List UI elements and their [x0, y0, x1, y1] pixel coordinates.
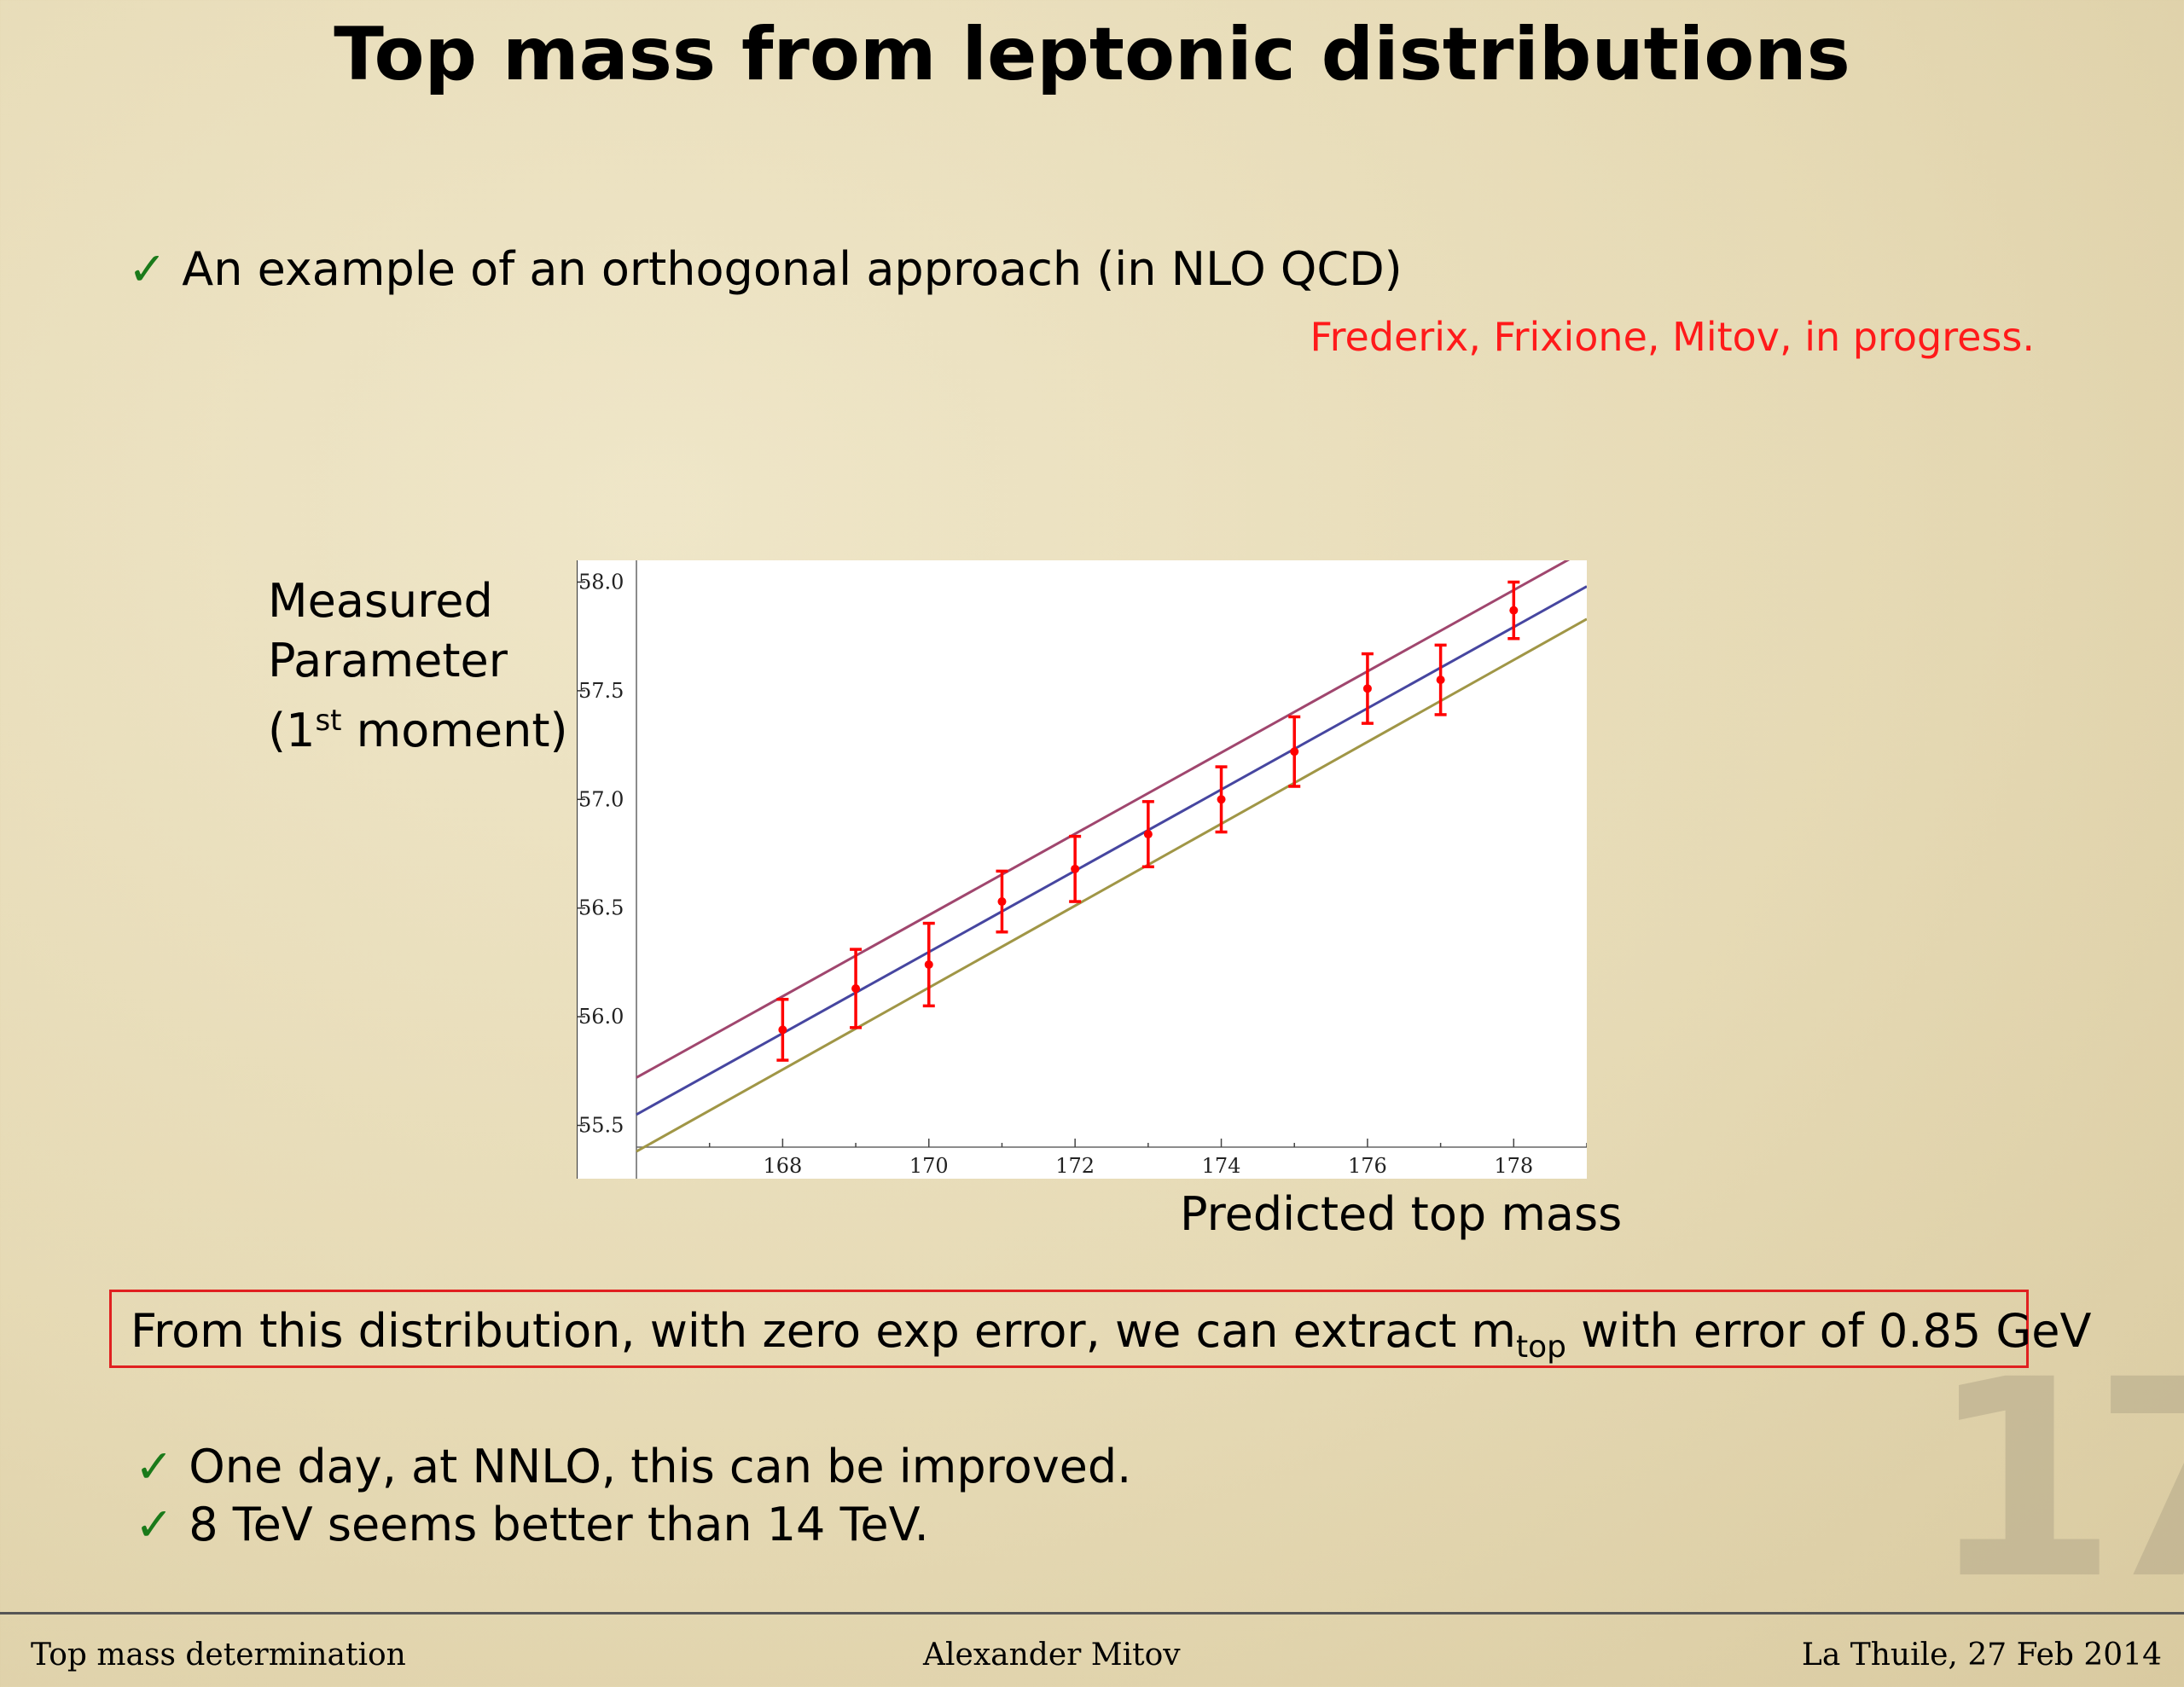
footer-center: Alexander Mitov: [923, 1638, 1181, 1673]
y-tick-label: 56.0: [578, 1005, 624, 1029]
footer-divider: [0, 1612, 2184, 1615]
callout-part: From this distribution, with zero exp er…: [131, 1304, 1517, 1358]
x-tick-label: 170: [909, 1154, 949, 1178]
fit-line: [636, 548, 1588, 1079]
y-label-part: moment): [341, 704, 568, 757]
bullet-orthogonal-approach: ✓ An example of an orthogonal approach (i…: [128, 242, 1403, 296]
data-point: [1071, 864, 1080, 873]
chart-svg: 55.5 56.0 56.5 57.0 57.5 58.0 168 170 172 174 176 1…: [576, 548, 1588, 1179]
callout-part: with error of 0.85 GeV: [1566, 1304, 2092, 1358]
bullet-text: One day, at NNLO, this can be improved.: [189, 1440, 1132, 1493]
slide-title: Top mass from leptonic distributions: [334, 12, 1850, 97]
data-point: [1290, 747, 1299, 757]
data-point: [851, 983, 861, 993]
y-label-part: (1: [268, 704, 316, 757]
y-label-line: (1st moment): [268, 691, 568, 761]
data-point: [1143, 830, 1153, 839]
data-point: [1509, 606, 1519, 615]
y-label-line: Parameter: [268, 634, 508, 687]
bullet-text: 8 TeV seems better than 14 TeV.: [189, 1498, 929, 1551]
bullet-nnlo: ✓ One day, at NNLO, this can be improved.: [135, 1440, 1131, 1493]
x-axis-label: Predicted top mass: [1180, 1187, 1623, 1241]
reference-citation: Frederix, Frixione, Mitov, in progress.: [1310, 314, 2036, 360]
y-tick-label: 55.5: [578, 1114, 624, 1138]
chart-panel: 55.5 56.0 56.5 57.0 57.5 58.0 168 170 172 174 176 1…: [576, 548, 1588, 1179]
bullet-8tev: ✓ 8 TeV seems better than 14 TeV.: [135, 1498, 929, 1551]
data-point: [997, 897, 1007, 907]
y-label-superscript: st: [315, 704, 342, 738]
x-tick-label: 174: [1202, 1154, 1241, 1178]
x-tick-label: 176: [1348, 1154, 1387, 1178]
result-callout-text: From this distribution, with zero exp er…: [131, 1304, 2091, 1365]
data-point: [1436, 675, 1445, 685]
bullet-text: An example of an orthogonal approach (in…: [182, 242, 1403, 296]
data-point: [924, 959, 933, 969]
check-icon: ✓: [135, 1498, 174, 1551]
y-tick-label: 58.0: [578, 570, 624, 594]
check-icon: ✓: [128, 242, 167, 296]
data-point: [1217, 795, 1226, 804]
y-axis-label: Measured Parameter (1st moment): [268, 571, 568, 761]
page-number-watermark: 17: [1928, 1322, 2184, 1639]
x-tick-label: 178: [1494, 1154, 1533, 1178]
data-point: [778, 1025, 787, 1035]
footer-right: La Thuile, 27 Feb 2014: [1801, 1638, 2162, 1673]
footer-left: Top mass determination: [31, 1638, 406, 1673]
fit-line: [636, 585, 1588, 1116]
data-point: [1362, 684, 1372, 693]
callout-subscript: top: [1516, 1329, 1567, 1365]
y-tick-label: 57.0: [578, 787, 624, 811]
result-callout-box: From this distribution, with zero exp er…: [109, 1290, 2091, 1368]
x-tick-label: 172: [1055, 1154, 1095, 1178]
y-tick-label: 57.5: [578, 679, 624, 703]
x-tick-label: 168: [763, 1154, 802, 1178]
fit-line: [636, 617, 1588, 1153]
check-icon: ✓: [135, 1440, 174, 1493]
y-tick-label: 56.5: [578, 896, 624, 920]
y-label-line: Measured: [268, 574, 493, 628]
